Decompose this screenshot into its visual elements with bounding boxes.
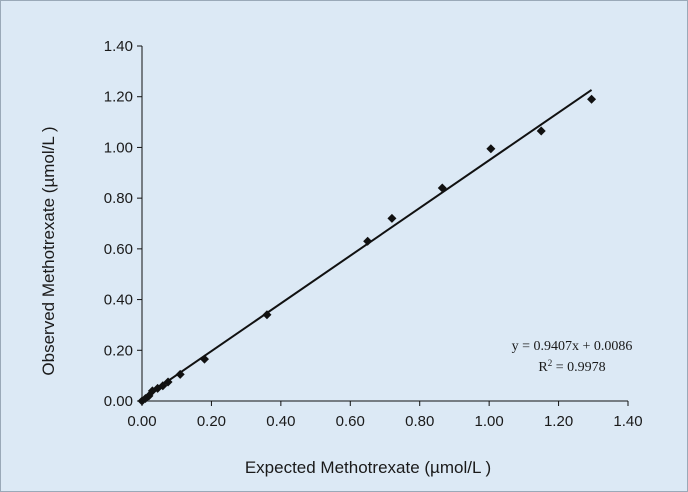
trendline-equation: y = 0.9407x + 0.0086 [512, 339, 633, 354]
data-point [486, 144, 496, 154]
x-tick-label: 0.20 [197, 413, 226, 430]
data-point [175, 369, 185, 379]
y-tick-label: 1.40 [104, 38, 133, 55]
x-axis: 0.00 0.20 0.40 0.60 0.80 1.00 1.20 1.40 [127, 400, 643, 430]
y-tick-label: 1.00 [104, 139, 133, 156]
x-tick-label: 1.40 [613, 413, 642, 430]
data-point [587, 94, 597, 104]
y-axis-title: Observed Methotrexate (µmol/L ) [39, 126, 58, 375]
data-point [387, 213, 397, 223]
x-tick-label: 1.00 [475, 413, 504, 430]
x-axis-title: Expected Methotrexate (µmol/L ) [245, 458, 491, 477]
data-point [262, 310, 272, 320]
y-tick-label: 0.60 [104, 241, 133, 258]
x-tick-label: 0.80 [405, 413, 434, 430]
data-point [158, 381, 168, 391]
x-tick-label: 0.00 [127, 413, 156, 430]
y-axis: 0.00 0.20 0.40 0.60 0.80 1.00 1.20 1.40 [104, 38, 143, 410]
data-points [137, 94, 597, 406]
y-tick-label: 0.40 [104, 292, 133, 309]
data-point [536, 126, 546, 136]
y-tick-label: 0.20 [104, 342, 133, 359]
x-tick-label: 1.20 [544, 413, 573, 430]
r-squared-label: R2 = 0.9978 [538, 358, 605, 375]
x-tick-label: 0.40 [266, 413, 295, 430]
data-point [199, 354, 209, 364]
y-tick-label: 0.00 [104, 393, 133, 410]
data-point [437, 183, 447, 193]
data-point [163, 377, 173, 387]
y-tick-label: 1.20 [104, 89, 133, 106]
x-tick-label: 0.60 [336, 413, 365, 430]
data-point [363, 236, 373, 246]
y-tick-label: 0.80 [104, 190, 133, 207]
